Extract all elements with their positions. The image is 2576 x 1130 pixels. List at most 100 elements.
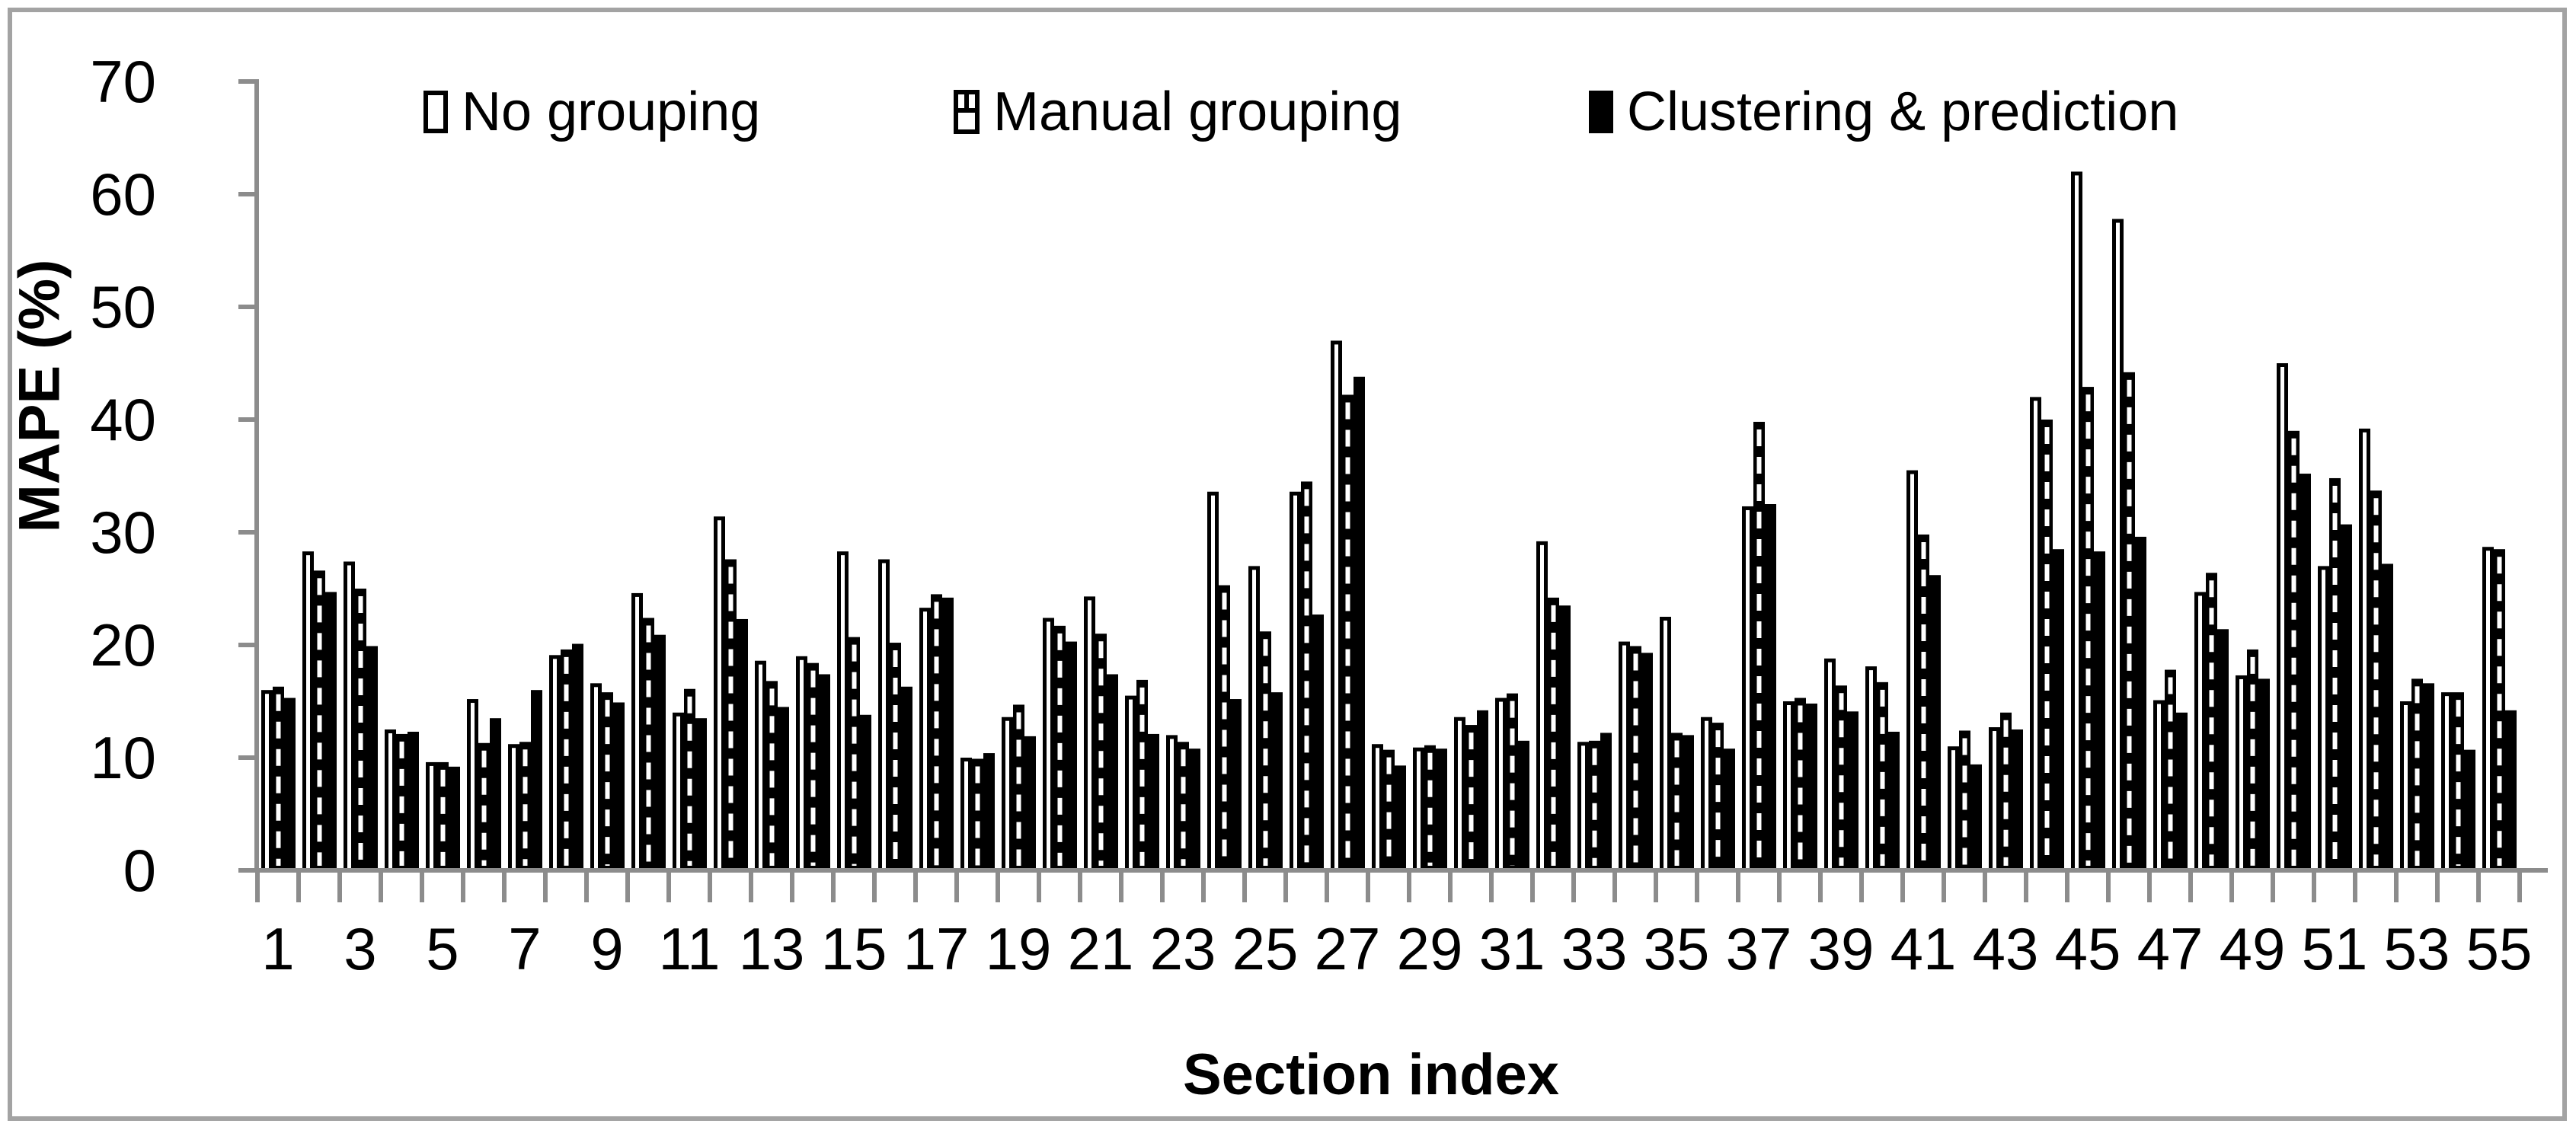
bar-no-grouping bbox=[344, 561, 355, 873]
bar-clustering-prediction bbox=[1765, 504, 1776, 870]
bar-no-grouping bbox=[1989, 727, 2000, 873]
x-tick-label: 47 bbox=[2137, 915, 2204, 982]
bar-clustering-prediction bbox=[695, 718, 707, 870]
bar-manual-grouping bbox=[1630, 646, 1641, 870]
bar-no-grouping bbox=[2482, 547, 2494, 873]
bar-no-grouping bbox=[919, 608, 931, 873]
bar-no-grouping bbox=[2071, 171, 2082, 873]
manual-grouping-swatch-icon bbox=[954, 90, 980, 134]
bar-no-grouping bbox=[960, 758, 972, 873]
bar-clustering-prediction bbox=[901, 686, 912, 870]
bar-clustering-prediction bbox=[1724, 749, 1735, 870]
y-tick-label: 60 bbox=[90, 161, 156, 228]
bar-manual-grouping bbox=[1383, 749, 1395, 870]
bar-clustering-prediction bbox=[2012, 729, 2023, 870]
legend-item-manual-grouping: Manual grouping bbox=[954, 85, 1401, 139]
bar-no-grouping bbox=[1002, 717, 1013, 873]
bar-no-grouping bbox=[508, 744, 519, 873]
bar-no-grouping bbox=[1701, 717, 1712, 873]
x-tick-label: 7 bbox=[508, 915, 541, 982]
x-tick-label: 13 bbox=[739, 915, 805, 982]
x-tick-label: 11 bbox=[659, 915, 721, 982]
bar-no-grouping bbox=[549, 655, 561, 873]
bar-manual-grouping bbox=[602, 692, 613, 870]
y-tick-label: 10 bbox=[90, 724, 156, 791]
bar-clustering-prediction bbox=[531, 690, 542, 870]
bar-clustering-prediction bbox=[613, 702, 625, 870]
x-tick-label: 35 bbox=[1644, 915, 1710, 982]
bar-clustering-prediction bbox=[2094, 551, 2105, 870]
bar-clustering-prediction bbox=[572, 643, 583, 870]
bar-clustering-prediction bbox=[1024, 736, 1036, 870]
bar-no-grouping bbox=[1290, 491, 1301, 873]
y-tick-label: 30 bbox=[90, 499, 156, 566]
legend-item-no-grouping: No grouping bbox=[423, 85, 760, 139]
bar-clustering-prediction bbox=[1189, 749, 1200, 870]
bar-clustering-prediction bbox=[983, 753, 995, 870]
y-tick-label: 70 bbox=[90, 48, 156, 115]
bar-manual-grouping bbox=[849, 637, 860, 870]
legend-item-clustering-prediction: Clustering & prediction bbox=[1589, 85, 2178, 139]
bar-clustering-prediction bbox=[1477, 710, 1488, 870]
bar-no-grouping bbox=[1331, 340, 1342, 873]
bar-no-grouping bbox=[1207, 491, 1219, 873]
y-tick-label: 0 bbox=[123, 837, 156, 904]
bar-manual-grouping bbox=[972, 758, 983, 870]
bar-no-grouping bbox=[1865, 666, 1877, 873]
bar-no-grouping bbox=[1043, 618, 1054, 873]
y-tick-label: 50 bbox=[90, 273, 156, 340]
bar-no-grouping bbox=[1084, 596, 1095, 873]
clustering-prediction-swatch-icon bbox=[1589, 91, 1613, 133]
bar-no-grouping bbox=[590, 683, 602, 873]
x-tick-label: 49 bbox=[2220, 915, 2286, 982]
bar-clustering-prediction bbox=[778, 707, 789, 870]
y-tick-label: 40 bbox=[90, 386, 156, 453]
bar-clustering-prediction bbox=[942, 597, 954, 870]
bar-clustering-prediction bbox=[819, 674, 830, 870]
bar-no-grouping bbox=[2318, 566, 2329, 873]
bar-no-grouping bbox=[755, 660, 766, 873]
x-tick-label: 27 bbox=[1315, 915, 1381, 982]
x-tick-label: 25 bbox=[1232, 915, 1299, 982]
bar-no-grouping bbox=[2277, 363, 2288, 873]
bar-manual-grouping bbox=[355, 589, 366, 870]
bar-clustering-prediction bbox=[1518, 740, 1529, 870]
bar-clustering-prediction bbox=[1888, 731, 1900, 870]
bar-manual-grouping bbox=[931, 594, 942, 870]
bar-clustering-prediction bbox=[1600, 733, 1612, 870]
bar-manual-grouping bbox=[1219, 585, 1230, 870]
legend-label: No grouping bbox=[462, 81, 761, 142]
bar-clustering-prediction bbox=[1312, 614, 1324, 870]
bar-manual-grouping bbox=[2370, 490, 2382, 870]
legend-label: Clustering & prediction bbox=[1627, 81, 2179, 142]
bar-clustering-prediction bbox=[2300, 474, 2311, 870]
bar-no-grouping bbox=[261, 690, 273, 873]
bar-manual-grouping bbox=[2247, 649, 2258, 870]
bar-clustering-prediction bbox=[325, 592, 337, 870]
x-tick-label: 21 bbox=[1068, 915, 1134, 982]
bar-manual-grouping bbox=[1301, 481, 1312, 870]
bar-no-grouping bbox=[2112, 219, 2124, 873]
bar-clustering-prediction bbox=[654, 634, 666, 870]
bar-no-grouping bbox=[1906, 470, 1918, 873]
bar-no-grouping bbox=[673, 712, 684, 873]
bar-clustering-prediction bbox=[1847, 711, 1858, 870]
bar-clustering-prediction bbox=[737, 618, 748, 870]
bar-clustering-prediction bbox=[860, 714, 871, 870]
bar-no-grouping bbox=[631, 592, 643, 873]
bar-no-grouping bbox=[1619, 641, 1630, 873]
x-tick-label: 43 bbox=[1973, 915, 2039, 982]
x-tick-label: 19 bbox=[986, 915, 1052, 982]
x-tick-label: 33 bbox=[1561, 915, 1628, 982]
bar-no-grouping bbox=[302, 551, 314, 873]
bar-clustering-prediction bbox=[2341, 524, 2352, 870]
x-tick-label: 41 bbox=[1890, 915, 1957, 982]
bar-clustering-prediction bbox=[2053, 549, 2064, 870]
x-tick-label: 53 bbox=[2384, 915, 2450, 982]
y-axis-title: MAPE (%) bbox=[7, 259, 72, 533]
bar-no-grouping bbox=[385, 729, 396, 873]
bar-no-grouping bbox=[1454, 717, 1465, 873]
bar-no-grouping bbox=[1495, 697, 1507, 873]
bar-clustering-prediction bbox=[1806, 703, 1817, 870]
